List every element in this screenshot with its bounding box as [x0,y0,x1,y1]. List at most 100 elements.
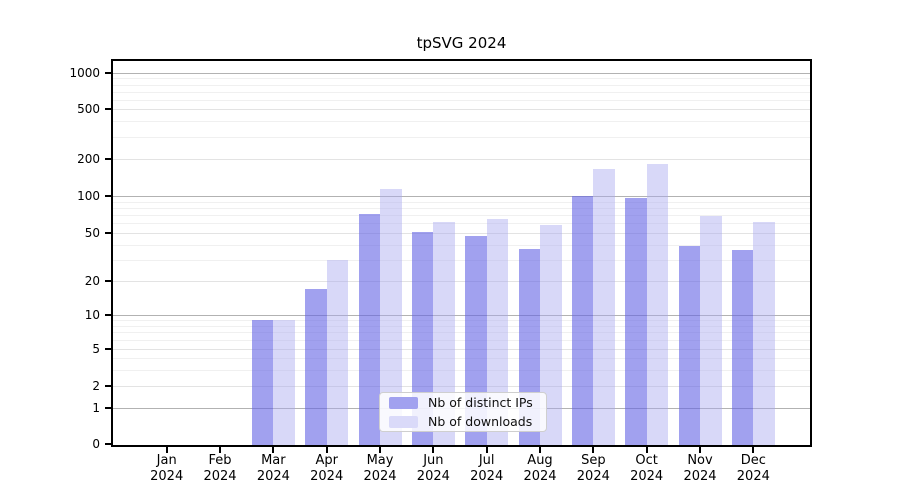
y-tick-mark [105,443,111,445]
x-tick-label: Jul 2024 [470,453,504,484]
bar-distinct-ips [625,198,647,445]
gridline [113,159,810,160]
y-tick-mark [105,406,111,409]
gridline [113,73,810,74]
bar-distinct-ips [731,250,754,445]
legend-label-distinct-ips: Nb of distinct IPs [428,395,533,410]
x-tick-mark [539,447,541,453]
legend: Nb of distinct IPs Nb of downloads [379,392,547,432]
x-tick-label: May 2024 [363,453,397,484]
bar-downloads [486,218,509,445]
gridline [113,326,810,327]
y-tick-mark [105,385,111,387]
y-tick-mark [105,232,111,234]
gridline [113,109,810,110]
y-tick-label: 5 [92,342,100,356]
bar-downloads [540,225,562,445]
x-tick-mark [272,447,275,453]
bar-distinct-ips [678,246,700,445]
gridline [113,370,810,371]
legend-label-downloads: Nb of downloads [428,414,533,429]
bar-downloads [700,215,722,445]
legend-item-distinct-ips: Nb of distinct IPs [389,395,546,410]
gridline [113,315,810,316]
y-tick-label: 1000 [69,66,100,80]
bar-distinct-ips [305,288,327,445]
x-tick-mark [432,447,435,453]
y-tick-label: 0 [92,437,100,451]
chart-title: tpSVG 2024 [416,34,507,52]
x-tick-mark [752,447,755,453]
bar-distinct-ips [358,213,381,445]
x-tick-label: Nov 2024 [683,453,717,484]
x-tick-mark [325,447,328,453]
gridline [113,215,810,216]
y-tick-label: 10 [84,308,100,322]
gridline [113,245,810,246]
gridline [113,340,810,341]
y-tick-mark [105,348,111,350]
x-tick-label: Oct 2024 [630,453,664,484]
x-tick-label: Mar 2024 [256,453,290,484]
y-tick-label: 2 [92,379,100,393]
bar-downloads [646,164,669,445]
gridline [113,233,810,234]
gridline [113,100,810,101]
y-tick-mark [105,72,111,74]
x-tick-mark [485,447,488,453]
gridline [113,223,810,224]
y-tick-label: 1 [92,400,100,415]
y-tick-mark [105,314,111,316]
y-tick-mark [105,280,111,282]
gridline [113,281,810,282]
gridline [113,332,810,333]
x-tick-label: Jun 2024 [416,453,450,484]
y-tick-label: 50 [84,226,100,240]
legend-swatch-distinct-ips [389,396,418,409]
x-tick-label: Jan 2024 [150,453,184,484]
x-tick-label: Dec 2024 [736,453,770,484]
x-tick-mark [219,447,222,453]
y-tick-label: 500 [77,102,100,116]
bar-distinct-ips [571,196,594,445]
gridline [113,260,810,261]
y-tick-label: 200 [77,152,100,166]
gridline [113,386,810,387]
x-tick-mark [379,447,382,453]
bar-downloads [273,320,295,445]
legend-item-downloads: Nb of downloads [389,414,546,429]
y-tick-mark [105,108,111,110]
bar-distinct-ips [251,320,274,445]
bar-downloads [433,222,455,445]
gridline [113,196,810,197]
gridline [113,121,810,122]
gridline [113,202,810,203]
gridline [113,349,810,350]
bar-downloads [380,189,402,445]
x-tick-label: Aug 2024 [523,453,557,484]
y-tick-mark [105,158,111,160]
gridline [113,85,810,86]
gridline [113,358,810,359]
bar-downloads [753,222,775,445]
bar-distinct-ips [411,231,434,445]
y-tick-label: 20 [84,274,100,288]
gridline [113,78,810,79]
gridline [113,137,810,138]
x-tick-mark [592,447,595,453]
x-tick-mark [645,447,648,453]
bar-downloads [593,169,615,445]
x-tick-mark [699,447,701,453]
gridline [113,92,810,93]
x-tick-mark [165,447,168,453]
legend-swatch-downloads [389,415,418,428]
gridline [113,320,810,321]
x-tick-label: Feb 2024 [203,453,237,484]
bar-downloads [326,259,349,445]
plot-area: Nb of distinct IPs Nb of downloads [111,59,812,447]
x-tick-label: Apr 2024 [310,453,344,484]
y-tick-mark [105,195,111,197]
y-tick-label: 100 [77,189,100,203]
gridline [113,208,810,209]
